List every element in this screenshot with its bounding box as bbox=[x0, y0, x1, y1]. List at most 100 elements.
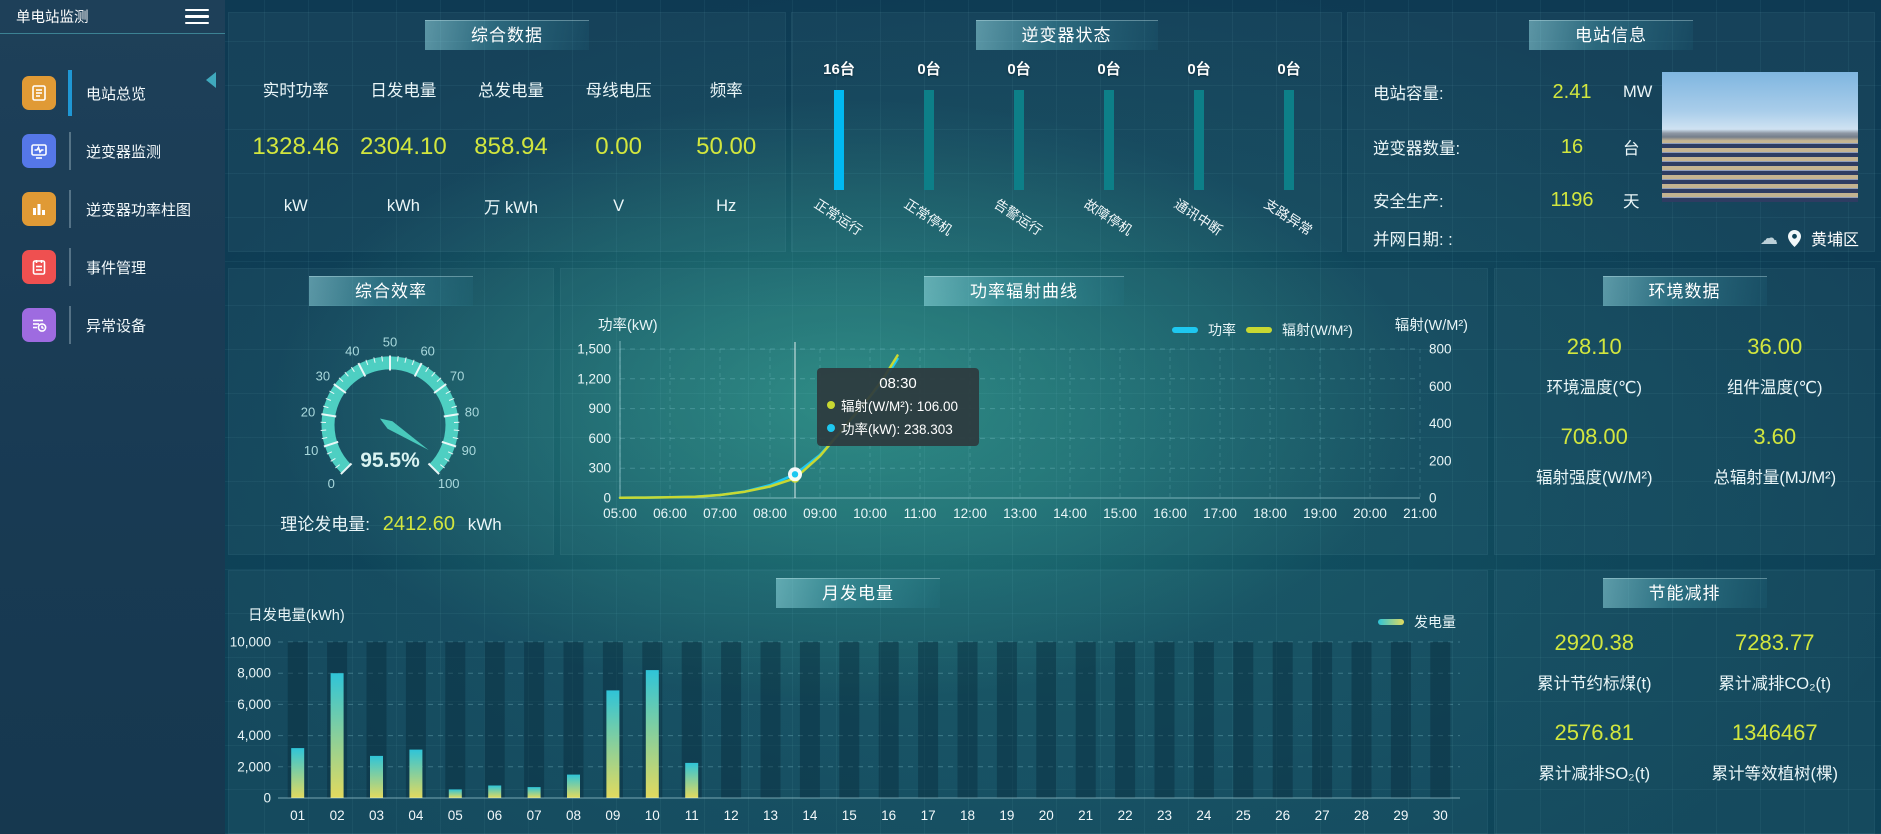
power-radiation-chart[interactable]: 05:00 06:00 07:00 08:00 09:00 10:00 11:00 12:00… bbox=[560, 268, 1488, 555]
menu-toggle-icon[interactable] bbox=[185, 5, 209, 29]
panel-power-radiation-curve: 功率辐射曲线 05:00 06:00 07:00 08:00 09:00 10:00 11:… bbox=[560, 268, 1488, 555]
svg-text:30: 30 bbox=[1433, 808, 1448, 823]
sidebar-item-label: 事件管理 bbox=[86, 259, 147, 277]
svg-text:12: 12 bbox=[724, 808, 739, 823]
svg-text:16: 16 bbox=[881, 808, 896, 823]
station-photo bbox=[1662, 72, 1858, 202]
svg-text:27: 27 bbox=[1315, 808, 1330, 823]
sidebar-item-inverter-power-bars[interactable]: 逆变器功率柱图 bbox=[0, 180, 225, 238]
svg-text:200: 200 bbox=[1429, 453, 1452, 468]
svg-text:95.5%: 95.5% bbox=[360, 449, 420, 472]
svg-text:300: 300 bbox=[588, 461, 611, 476]
status-normal-stop: 0台 正常停机 bbox=[901, 61, 955, 239]
curve-legend[interactable]: 功率 辐射(W/M²) bbox=[1172, 320, 1353, 340]
svg-text:21:00: 21:00 bbox=[1403, 506, 1437, 521]
svg-text:19:00: 19:00 bbox=[1303, 506, 1337, 521]
svg-text:02: 02 bbox=[330, 808, 345, 823]
metric-daily-energy: 日发电量 2304.10 kWh bbox=[360, 82, 447, 215]
metric-bus-voltage: 母线电压 0.00 V bbox=[585, 82, 652, 215]
sidebar-header: 单电站监测 bbox=[0, 0, 225, 34]
sidebar-nav: 电站总览 逆变器监测 逆变器功率柱图 事 bbox=[0, 64, 225, 354]
svg-text:29: 29 bbox=[1393, 808, 1408, 823]
svg-text:900: 900 bbox=[588, 401, 611, 416]
svg-text:400: 400 bbox=[1429, 416, 1452, 431]
status-bar bbox=[1194, 90, 1204, 190]
grid-date-label: 并网日期: : bbox=[1373, 231, 1453, 249]
sidebar-item-event-management[interactable]: 事件管理 bbox=[0, 238, 225, 296]
sidebar-collapse-arrow[interactable] bbox=[206, 72, 216, 88]
sidebar: 单电站监测 电站总览 逆变器监测 bbox=[0, 0, 225, 834]
status-bar bbox=[1014, 90, 1024, 190]
metric-module-temp: 36.00 组件温度(℃) bbox=[1726, 334, 1823, 397]
svg-text:09:00: 09:00 bbox=[803, 506, 837, 521]
svg-text:06: 06 bbox=[487, 808, 502, 823]
svg-text:13: 13 bbox=[763, 808, 778, 823]
svg-text:14: 14 bbox=[802, 808, 818, 823]
svg-text:80: 80 bbox=[465, 405, 479, 420]
svg-text:10: 10 bbox=[304, 443, 318, 458]
inverter-status-bars[interactable]: 16台 正常运行 0台 正常停机 0台 告警运行 0台 故障停机 0台 bbox=[794, 58, 1334, 239]
monthly-legend[interactable]: 发电量 bbox=[1378, 612, 1456, 632]
svg-text:2,000: 2,000 bbox=[237, 759, 271, 774]
svg-text:11:00: 11:00 bbox=[904, 506, 937, 521]
power-dot bbox=[827, 424, 835, 432]
metric-frequency: 频率 50.00 Hz bbox=[696, 82, 757, 215]
svg-text:10,000: 10,000 bbox=[230, 635, 271, 650]
report-icon bbox=[22, 76, 56, 110]
metric-total-radiation: 3.60 总辐射量(MJ/M²) bbox=[1713, 424, 1837, 487]
panel-title: 月发电量 bbox=[776, 578, 940, 608]
status-alarm-running: 0台 告警运行 bbox=[991, 61, 1045, 239]
svg-text:12:00: 12:00 bbox=[953, 506, 987, 521]
panel-summary-data: 综合数据 实时功率 1328.46 kW 日发电量 2304.10 kWh 总发… bbox=[228, 12, 786, 252]
svg-text:17: 17 bbox=[921, 808, 936, 823]
svg-text:30: 30 bbox=[316, 369, 330, 384]
monthly-bar-chart[interactable]: 0 2,000 4,000 6,000 8,000 10,000 日发电量(kWh) 01 02… bbox=[228, 570, 1488, 834]
divider bbox=[69, 132, 71, 170]
panel-title: 电站信息 bbox=[1529, 20, 1693, 50]
info-footer: 并网日期: : ☁ 黄埔区 bbox=[1373, 226, 1859, 250]
svg-text:15: 15 bbox=[842, 808, 857, 823]
svg-text:90: 90 bbox=[462, 443, 476, 458]
panel-title: 综合效率 bbox=[309, 276, 473, 306]
metric-ambient-temp: 28.10 环境温度(℃) bbox=[1546, 334, 1643, 397]
svg-text:600: 600 bbox=[1429, 379, 1452, 394]
svg-text:08: 08 bbox=[566, 808, 581, 823]
status-bar bbox=[834, 90, 844, 190]
svg-text:21: 21 bbox=[1078, 808, 1093, 823]
sidebar-item-abnormal-devices[interactable]: 异常设备 bbox=[0, 296, 225, 354]
metric-irradiance: 708.00 辐射强度(W/M²) bbox=[1536, 424, 1653, 487]
metric-trees-equivalent: 1346467 累计等效植树(棵) bbox=[1711, 720, 1839, 783]
svg-text:01: 01 bbox=[290, 808, 305, 823]
svg-text:100: 100 bbox=[438, 476, 460, 491]
efficiency-gauge[interactable]: 0 10 20 30 40 50 60 70 80 90 100 95.5% bbox=[228, 298, 554, 513]
svg-text:1,500: 1,500 bbox=[577, 342, 611, 357]
sidebar-item-station-overview[interactable]: 电站总览 bbox=[0, 64, 225, 122]
svg-text:04: 04 bbox=[408, 808, 424, 823]
svg-text:25: 25 bbox=[1236, 808, 1251, 823]
svg-text:05:00: 05:00 bbox=[603, 506, 637, 521]
svg-text:800: 800 bbox=[1429, 342, 1452, 357]
svg-text:03: 03 bbox=[369, 808, 384, 823]
svg-text:18:00: 18:00 bbox=[1253, 506, 1287, 521]
sidebar-item-inverter-monitor[interactable]: 逆变器监测 bbox=[0, 122, 225, 180]
svg-text:4,000: 4,000 bbox=[237, 728, 271, 743]
svg-text:11: 11 bbox=[685, 808, 699, 823]
status-fault-stop: 0台 故障停机 bbox=[1081, 61, 1135, 239]
location-name[interactable]: 黄埔区 bbox=[1810, 232, 1859, 249]
svg-text:13:00: 13:00 bbox=[1003, 506, 1037, 521]
svg-text:06:00: 06:00 bbox=[653, 506, 687, 521]
svg-text:20: 20 bbox=[301, 405, 315, 420]
svg-text:22: 22 bbox=[1118, 808, 1133, 823]
monitor-wave-icon bbox=[22, 134, 56, 168]
panel-title: 环境数据 bbox=[1602, 276, 1767, 306]
panel-title: 功率辐射曲线 bbox=[924, 276, 1124, 306]
svg-text:0: 0 bbox=[263, 791, 271, 806]
panel-energy-saving: 节能减排 2920.38 累计节约标煤(t) 7283.77 累计减排CO₂(t… bbox=[1494, 570, 1875, 834]
svg-text:08:00: 08:00 bbox=[753, 506, 787, 521]
divider bbox=[69, 248, 71, 286]
svg-text:17:00: 17:00 bbox=[1203, 506, 1237, 521]
svg-text:14:00: 14:00 bbox=[1053, 506, 1087, 521]
svg-text:60: 60 bbox=[420, 344, 434, 359]
svg-text:20:00: 20:00 bbox=[1353, 506, 1387, 521]
